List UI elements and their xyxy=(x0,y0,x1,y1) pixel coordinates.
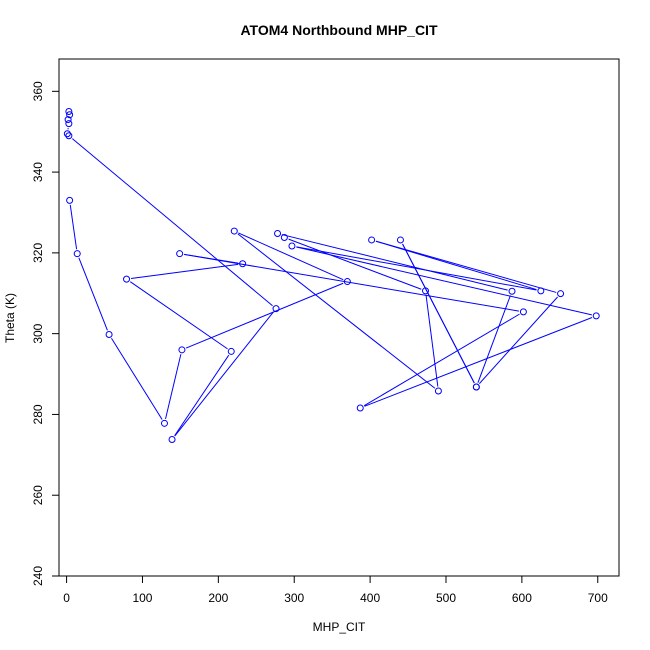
y-axis: 240 260 280 300 320 340 360 xyxy=(31,81,60,586)
data-point xyxy=(105,330,113,338)
y-tick-label: 340 xyxy=(31,162,45,182)
series-segment xyxy=(281,234,508,291)
chart-title: ATOM4 Northbound MHP_CIT xyxy=(240,22,437,38)
y-axis-label: Theta (K) xyxy=(3,293,17,343)
data-point xyxy=(64,116,72,124)
data-point xyxy=(230,227,238,235)
data-point xyxy=(65,108,73,116)
x-tick-label: 400 xyxy=(360,591,380,605)
data-point xyxy=(66,111,74,119)
data-point xyxy=(65,120,73,128)
data-point xyxy=(519,308,527,316)
series-segment xyxy=(111,338,163,420)
data-point xyxy=(73,250,81,258)
data-point xyxy=(422,287,430,295)
data-point xyxy=(227,347,235,355)
data-point xyxy=(65,132,73,140)
series-segment xyxy=(238,232,344,281)
series-segment xyxy=(174,354,230,437)
data-point xyxy=(396,236,404,244)
data-point xyxy=(557,290,565,298)
data-point xyxy=(168,435,176,443)
data-point xyxy=(160,419,168,427)
data-point xyxy=(274,229,282,237)
series-segment xyxy=(237,233,436,389)
series-segment xyxy=(174,311,274,437)
data-point xyxy=(280,234,288,242)
data-point xyxy=(537,287,545,295)
x-tick-label: 200 xyxy=(208,591,228,605)
series-segment xyxy=(478,296,558,384)
data-point xyxy=(472,383,480,391)
y-tick-label: 280 xyxy=(31,404,45,424)
data-point xyxy=(343,278,351,286)
x-axis-label: MHP_CIT xyxy=(313,620,366,634)
series-segment xyxy=(363,313,520,407)
series-segment xyxy=(288,238,422,290)
x-axis: 0 100 200 300 400 500 600 700 xyxy=(63,575,608,605)
x-tick-label: 0 xyxy=(63,591,70,605)
series-segment xyxy=(477,295,511,383)
y-tick-label: 360 xyxy=(31,81,45,101)
data-point xyxy=(368,236,376,244)
x-tick-label: 300 xyxy=(284,591,304,605)
y-tick-label: 300 xyxy=(31,323,45,343)
series-segment xyxy=(165,354,182,420)
y-tick-label: 320 xyxy=(31,243,45,263)
data-point xyxy=(63,130,71,138)
data-point xyxy=(239,260,247,268)
data-point xyxy=(272,305,280,313)
x-tick-label: 600 xyxy=(512,591,532,605)
data-point xyxy=(288,242,296,250)
data-point xyxy=(123,275,131,283)
data-point xyxy=(592,312,600,320)
series-segment xyxy=(185,282,344,349)
data-point xyxy=(508,287,516,295)
series-segment xyxy=(296,246,537,291)
series-segment xyxy=(364,317,593,407)
x-tick-label: 700 xyxy=(588,591,608,605)
series-segment xyxy=(425,295,439,387)
data-point xyxy=(66,196,74,204)
series-layer xyxy=(63,108,600,443)
series-segment xyxy=(130,263,239,280)
series-segment xyxy=(71,138,273,307)
y-tick-label: 240 xyxy=(31,566,45,586)
x-tick-label: 100 xyxy=(132,591,152,605)
data-point xyxy=(356,404,364,412)
data-point xyxy=(178,346,186,354)
series-segment xyxy=(69,204,78,250)
data-point xyxy=(434,387,442,395)
y-tick-label: 260 xyxy=(31,485,45,505)
x-tick-label: 500 xyxy=(436,591,456,605)
series-segment xyxy=(296,246,592,316)
data-point xyxy=(176,250,184,258)
series-segment xyxy=(78,257,108,331)
